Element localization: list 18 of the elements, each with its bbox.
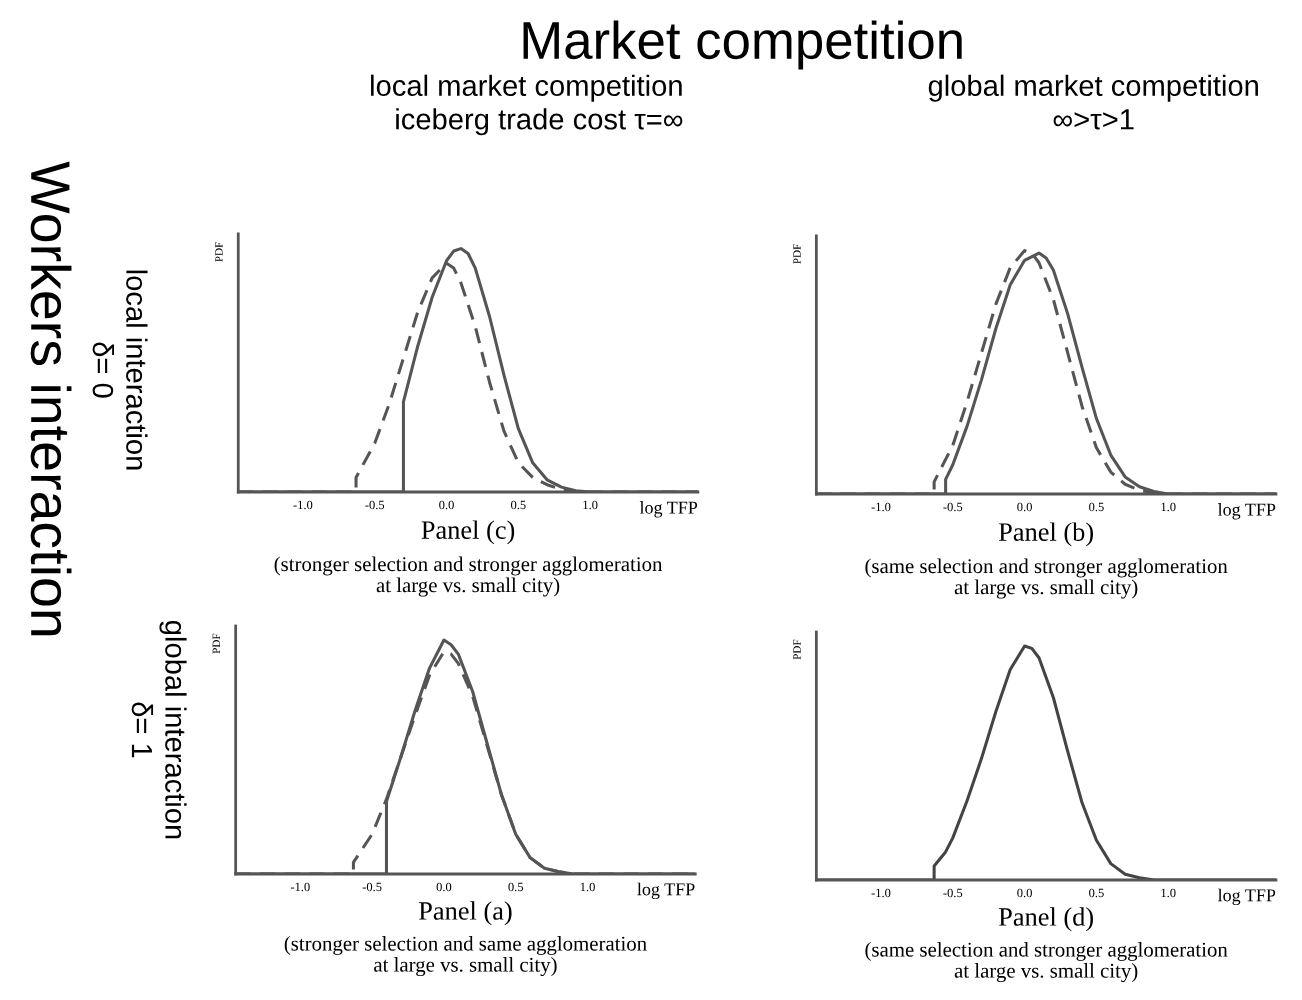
x-axis-title: log TFP xyxy=(637,882,695,900)
text: Panel (b) xyxy=(998,522,1093,547)
text: Workers interaction xyxy=(30,161,72,636)
text: Panel (c) xyxy=(421,520,515,545)
text: local interaction δ= 0 xyxy=(92,270,148,470)
text: local market competition iceberg trade cost τ=∞ xyxy=(371,74,683,136)
text: Market competition xyxy=(523,20,962,70)
text: (same selection and stronger agglomeration at large vs. small city) xyxy=(865,558,1228,599)
x-axis-title: log TFP xyxy=(1217,503,1276,520)
text: global interaction δ= 1 xyxy=(131,620,187,839)
text: (stronger selection and same agglomeration at large vs. small city) xyxy=(284,936,647,977)
text: global market competition ∞>τ>1 xyxy=(928,74,1258,130)
x-axis-title: log TFP xyxy=(1217,888,1276,906)
text: Panel (a) xyxy=(418,901,512,926)
text: Panel (d) xyxy=(998,907,1093,932)
x-axis-title: log TFP xyxy=(639,501,698,518)
text: (stronger selection and stronger agglomeration at large vs. small city) xyxy=(274,556,663,597)
text: (same selection and stronger agglomeration at large vs. small city) xyxy=(865,942,1228,983)
